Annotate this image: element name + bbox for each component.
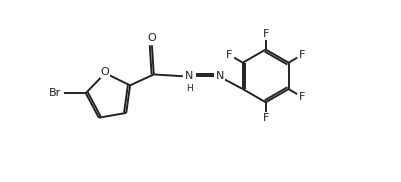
- Text: F: F: [262, 113, 268, 123]
- Text: N: N: [184, 71, 193, 81]
- Text: F: F: [226, 50, 232, 60]
- Text: F: F: [298, 92, 304, 102]
- Text: O: O: [147, 33, 156, 43]
- Text: Br: Br: [49, 88, 61, 98]
- Text: H: H: [185, 84, 192, 93]
- Text: O: O: [101, 67, 109, 77]
- Text: F: F: [298, 50, 304, 60]
- Text: F: F: [262, 29, 268, 39]
- Text: N: N: [215, 71, 224, 81]
